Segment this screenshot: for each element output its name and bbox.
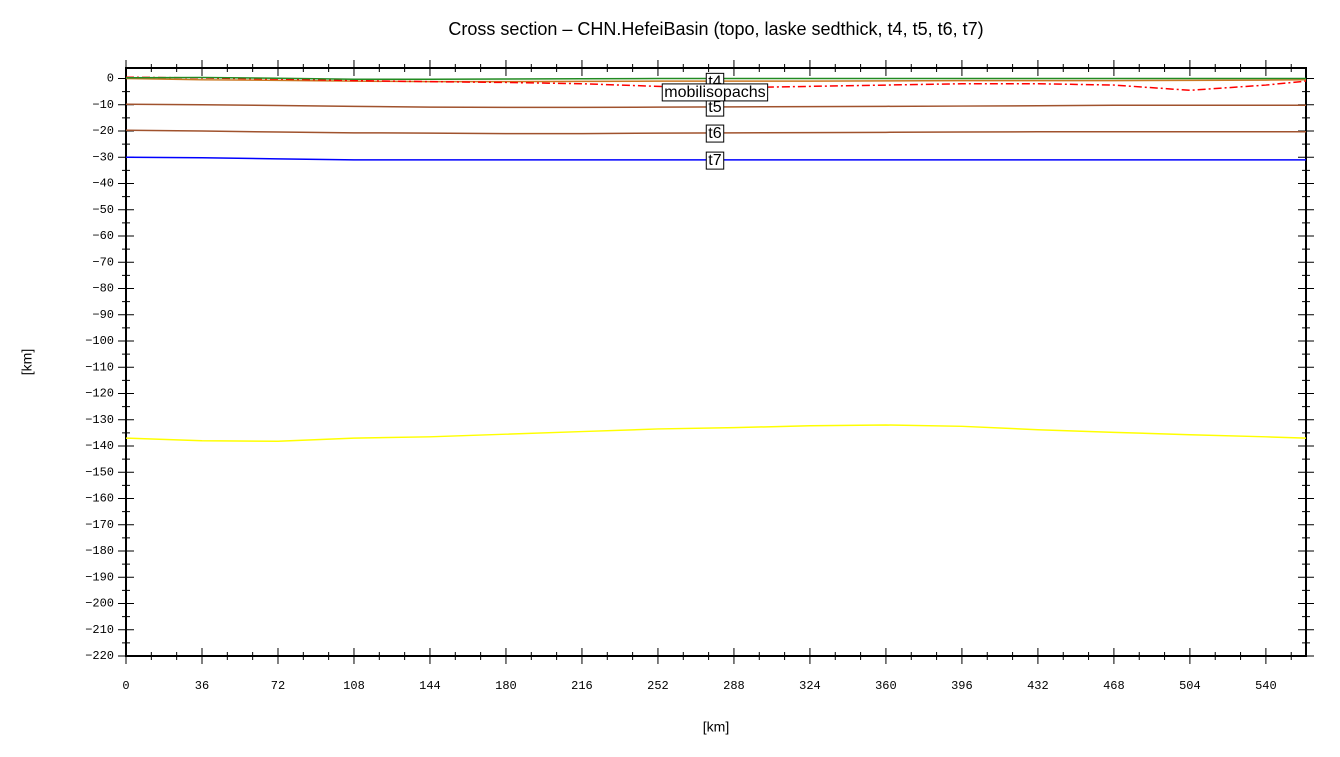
- x-tick-label: 360: [875, 679, 897, 693]
- series-line: [125, 156, 1306, 161]
- y-tick-label: −170: [85, 518, 114, 532]
- series-line: [125, 103, 1306, 109]
- y-tick-label: −180: [85, 544, 114, 558]
- y-tick-label: −150: [85, 465, 114, 479]
- x-tick-label: 180: [495, 679, 517, 693]
- y-tick-label: −90: [92, 308, 114, 322]
- series-line: [125, 76, 1306, 81]
- x-tick-label: 468: [1103, 679, 1125, 693]
- y-tick-label: −20: [92, 124, 114, 138]
- x-tick-label: 324: [799, 679, 821, 693]
- x-tick-label: 216: [571, 679, 593, 693]
- x-tick-label: 36: [195, 679, 209, 693]
- series-label: t7: [705, 151, 725, 170]
- series-label-text: t7: [708, 152, 721, 169]
- x-tick-label: 0: [122, 679, 129, 693]
- y-tick-label: −70: [92, 255, 114, 269]
- series-label: mobilisopachs: [661, 83, 769, 102]
- series-label: t5: [705, 98, 725, 117]
- x-tick-label: 288: [723, 679, 745, 693]
- series-label-box: [705, 151, 725, 170]
- y-tick-label: −200: [85, 597, 114, 611]
- y-tick-label: −210: [85, 623, 114, 637]
- x-tick-label: 432: [1027, 679, 1049, 693]
- series-label-text: mobilisopachs: [664, 84, 765, 101]
- chart-title: Cross section – CHN.HefeiBasin (topo, la…: [448, 19, 983, 39]
- x-tick-label: 504: [1179, 679, 1201, 693]
- series-label-text: t6: [708, 125, 721, 142]
- y-tick-label: −60: [92, 229, 114, 243]
- y-tick-label: −190: [85, 570, 114, 584]
- series-label-box: [661, 83, 769, 102]
- series-label-text: t5: [708, 99, 721, 116]
- y-tick-label: −80: [92, 282, 114, 296]
- series-label-box: [705, 124, 725, 143]
- x-tick-label: 108: [343, 679, 365, 693]
- series-label: t6: [705, 124, 725, 143]
- y-tick-label: −110: [85, 360, 114, 374]
- plot-frame: [125, 67, 1307, 657]
- y-tick-label: −10: [92, 98, 114, 112]
- series-line: [125, 77, 1307, 83]
- x-axis-label: [km]: [703, 719, 729, 735]
- y-tick-label: −50: [92, 203, 114, 217]
- y-tick-label: −120: [85, 387, 114, 401]
- y-tick-label: −130: [85, 413, 114, 427]
- series-line: [125, 424, 1307, 443]
- y-axis-label: [km]: [19, 349, 35, 375]
- y-tick-label: −160: [85, 492, 114, 506]
- x-tick-label: 252: [647, 679, 669, 693]
- y-tick-label: −220: [85, 649, 114, 663]
- series-line: [125, 129, 1306, 135]
- x-tick-label: 72: [271, 679, 285, 693]
- y-tick-label: −140: [85, 439, 114, 453]
- x-tick-label: 396: [951, 679, 973, 693]
- x-tick-label: 144: [419, 679, 441, 693]
- y-tick-label: −30: [92, 150, 114, 164]
- y-tick-label: −100: [85, 334, 114, 348]
- y-tick-label: −40: [92, 177, 114, 191]
- y-tick-label: 0: [107, 72, 114, 86]
- x-tick-label: 540: [1255, 679, 1277, 693]
